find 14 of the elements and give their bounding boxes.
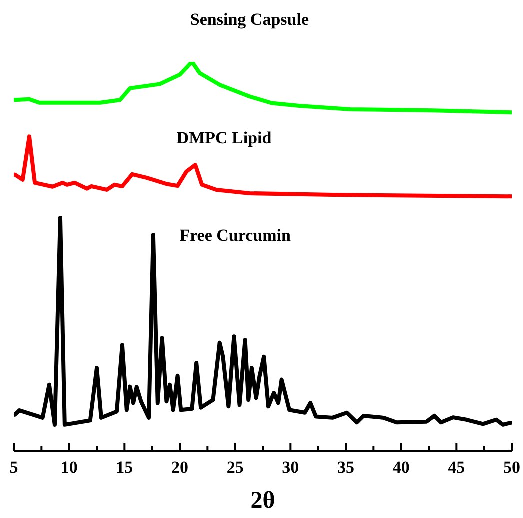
x-tick-label: 25 (226, 458, 244, 477)
series-label: Free Curcumin (180, 226, 292, 245)
x-tick-label: 50 (504, 458, 520, 477)
x-tick-label: 5 (10, 458, 18, 477)
x-tick-label: 30 (282, 458, 300, 477)
x-tick-label: 15 (116, 458, 134, 477)
x-axis-title: 2θ (250, 488, 276, 514)
x-tick-label: 35 (338, 458, 354, 477)
series-label: Sensing Capsule (190, 10, 310, 30)
x-tick-label: 45 (448, 458, 466, 477)
x-tick-label: 10 (60, 458, 78, 477)
series-label: DMPC Lipid (176, 128, 272, 148)
x-tick-label: 20 (172, 458, 188, 477)
x-tick-label: 40 (392, 458, 410, 477)
